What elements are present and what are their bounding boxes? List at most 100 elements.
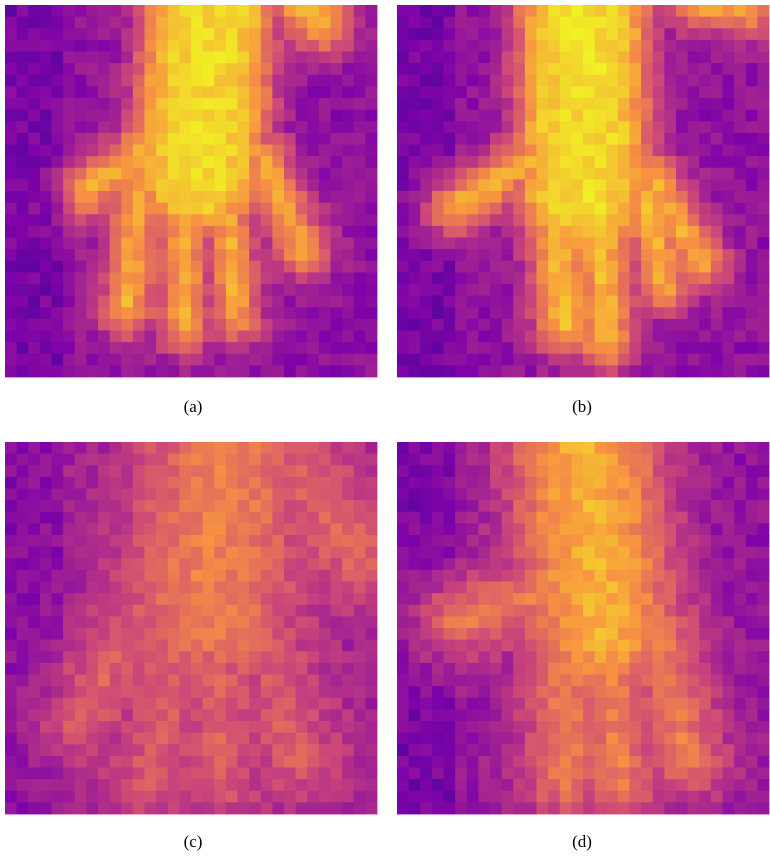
pixel (39, 330, 52, 343)
pixel (431, 593, 444, 606)
pixel (524, 616, 537, 629)
pixel (179, 535, 192, 548)
pixel (86, 755, 99, 768)
pixel (722, 721, 735, 734)
pixel (420, 86, 433, 99)
pixel (594, 732, 607, 745)
pixel (641, 697, 654, 710)
pixel (710, 202, 723, 215)
pixel (16, 511, 29, 524)
pixel (74, 156, 87, 169)
pixel (548, 790, 561, 803)
pixel (745, 214, 758, 227)
pixel (98, 74, 111, 87)
pixel (365, 500, 378, 513)
pixel (121, 51, 134, 64)
pixel (307, 755, 320, 768)
pixel (28, 767, 41, 780)
pixel (74, 488, 87, 501)
pixel (39, 616, 52, 629)
pixel (699, 63, 712, 76)
pixel (307, 5, 320, 18)
pixel (39, 63, 52, 76)
pixel (179, 465, 192, 478)
pixel (594, 453, 607, 466)
pixel (606, 295, 619, 308)
pixel (629, 179, 642, 192)
pixel (39, 674, 52, 687)
pixel (629, 98, 642, 111)
pixel (664, 616, 677, 629)
pixel (86, 767, 99, 780)
pixel (617, 98, 630, 111)
pixel (617, 476, 630, 489)
pixel (74, 755, 87, 768)
pixel (699, 569, 712, 582)
pixel (167, 144, 180, 157)
pixel (490, 442, 503, 455)
pixel (722, 476, 735, 489)
pixel (617, 511, 630, 524)
pixel (490, 523, 503, 536)
pixel (260, 476, 273, 489)
pixel (272, 330, 285, 343)
pixel (455, 39, 468, 52)
pixel (342, 523, 355, 536)
pixel (687, 488, 700, 501)
pixel (571, 558, 584, 571)
pixel (342, 214, 355, 227)
pixel (225, 5, 238, 18)
pixel (98, 249, 111, 262)
pixel (548, 511, 561, 524)
pixel (722, 225, 735, 238)
pixel (144, 767, 157, 780)
pixel (524, 225, 537, 238)
pixel (39, 593, 52, 606)
pixel (16, 662, 29, 675)
pixel (687, 237, 700, 250)
pixel (28, 249, 41, 262)
pixel (571, 353, 584, 366)
pixel (664, 697, 677, 710)
pixel (699, 353, 712, 366)
pixel (501, 616, 514, 629)
pixel (524, 39, 537, 52)
pixel (699, 249, 712, 262)
pixel (641, 249, 654, 262)
pixel (63, 453, 76, 466)
pixel (652, 639, 665, 652)
pixel (548, 779, 561, 792)
pixel (722, 51, 735, 64)
pixel (353, 569, 366, 582)
pixel (734, 260, 747, 273)
pixel (202, 453, 215, 466)
pixel (559, 28, 572, 41)
pixel (156, 51, 169, 64)
pixel (179, 156, 192, 169)
pixel (39, 686, 52, 699)
pixel (583, 651, 596, 664)
pixel (365, 249, 378, 262)
pixel (699, 755, 712, 768)
pixel (431, 225, 444, 238)
pixel (455, 628, 468, 641)
pixel (121, 260, 134, 273)
pixel (51, 109, 64, 122)
pixel (353, 109, 366, 122)
pixel (5, 28, 18, 41)
pixel (536, 628, 549, 641)
pixel (455, 179, 468, 192)
pixel (466, 295, 479, 308)
pixel (676, 709, 689, 722)
pixel (284, 284, 297, 297)
pixel (583, 581, 596, 594)
pixel (699, 476, 712, 489)
pixel (548, 260, 561, 273)
pixel (365, 628, 378, 641)
pixel (295, 767, 308, 780)
pixel (260, 86, 273, 99)
pixel (237, 558, 250, 571)
pixel (617, 721, 630, 734)
pixel (51, 5, 64, 18)
pixel (284, 628, 297, 641)
